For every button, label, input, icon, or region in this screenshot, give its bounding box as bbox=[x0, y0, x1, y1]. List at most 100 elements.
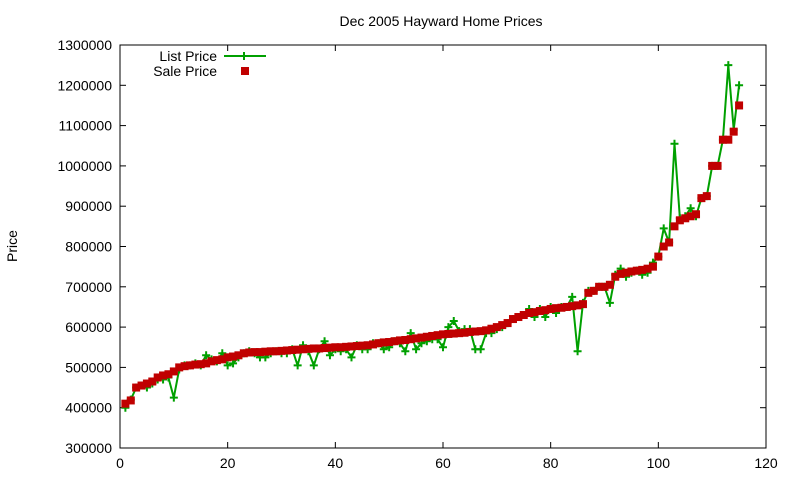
data-point bbox=[686, 204, 695, 213]
data-point bbox=[245, 348, 254, 357]
y-tick-label: 700000 bbox=[65, 279, 112, 295]
y-tick-label: 800000 bbox=[65, 239, 112, 255]
x-tick-label: 20 bbox=[220, 455, 236, 471]
data-point bbox=[487, 324, 496, 333]
plot-frame bbox=[119, 44, 767, 449]
data-point bbox=[153, 373, 162, 382]
x-tick-label: 40 bbox=[328, 455, 344, 471]
data-point bbox=[697, 194, 706, 203]
data-point bbox=[369, 340, 378, 349]
data-point bbox=[169, 393, 178, 402]
data-point bbox=[299, 345, 308, 354]
data-point bbox=[234, 351, 243, 360]
data-point bbox=[390, 337, 399, 346]
data-point bbox=[207, 357, 216, 366]
data-point bbox=[616, 269, 625, 278]
data-point bbox=[632, 266, 641, 275]
data-point bbox=[433, 331, 442, 340]
data-point bbox=[352, 342, 361, 351]
data-point bbox=[692, 210, 701, 219]
data-point bbox=[342, 342, 351, 351]
data-point bbox=[675, 216, 684, 225]
data-point bbox=[142, 379, 151, 388]
data-point bbox=[159, 371, 168, 380]
data-point bbox=[315, 344, 324, 353]
data-point bbox=[196, 360, 205, 369]
data-point bbox=[643, 264, 652, 273]
data-point bbox=[126, 396, 135, 405]
data-point bbox=[530, 308, 539, 317]
data-point bbox=[562, 302, 571, 311]
data-point bbox=[255, 348, 264, 357]
data-point bbox=[218, 355, 227, 364]
data-point bbox=[568, 302, 577, 311]
data-point bbox=[471, 327, 480, 336]
data-point bbox=[358, 341, 367, 350]
data-point bbox=[573, 301, 582, 310]
data-point bbox=[702, 192, 711, 201]
data-point bbox=[363, 341, 372, 350]
data-point bbox=[622, 268, 631, 277]
data-point bbox=[670, 222, 679, 231]
y-tick-label: 500000 bbox=[65, 359, 112, 375]
data-point bbox=[379, 345, 388, 354]
y-tick-label: 600000 bbox=[65, 319, 112, 335]
x-tick-label: 80 bbox=[543, 455, 559, 471]
y-tick-label: 1100000 bbox=[59, 118, 113, 134]
data-point bbox=[229, 359, 238, 368]
data-point bbox=[202, 359, 211, 368]
data-point bbox=[648, 262, 657, 271]
data-point bbox=[627, 267, 636, 276]
data-point bbox=[444, 323, 453, 332]
data-point bbox=[277, 346, 286, 355]
y-tick-label: 1300000 bbox=[57, 37, 112, 53]
data-point bbox=[735, 101, 744, 110]
x-tick-label: 120 bbox=[754, 455, 778, 471]
data-point bbox=[185, 361, 194, 370]
chart-title: Dec 2005 Hayward Home Prices bbox=[339, 13, 542, 29]
data-point bbox=[169, 367, 178, 376]
data-point bbox=[482, 326, 491, 335]
data-point bbox=[374, 339, 383, 348]
data-point bbox=[718, 135, 727, 144]
data-point bbox=[595, 282, 604, 291]
data-point bbox=[132, 383, 141, 392]
data-point bbox=[202, 351, 211, 360]
data-point bbox=[417, 333, 426, 342]
data-point bbox=[325, 351, 334, 360]
data-point bbox=[309, 344, 318, 353]
series-sale-price bbox=[121, 101, 744, 408]
data-point bbox=[541, 306, 550, 315]
data-point bbox=[412, 334, 421, 343]
data-point bbox=[325, 343, 334, 352]
data-point bbox=[288, 346, 297, 355]
data-point bbox=[395, 336, 404, 345]
data-point bbox=[611, 272, 620, 281]
data-point bbox=[508, 315, 517, 324]
data-point bbox=[460, 328, 469, 337]
data-point bbox=[164, 370, 173, 379]
data-point bbox=[212, 356, 221, 365]
data-point bbox=[476, 327, 485, 336]
data-point bbox=[449, 317, 458, 326]
data-point bbox=[444, 329, 453, 338]
data-point bbox=[320, 344, 329, 353]
series-layer bbox=[121, 61, 744, 412]
data-point bbox=[665, 238, 674, 247]
data-point bbox=[412, 345, 421, 354]
y-tick-label: 300000 bbox=[65, 440, 112, 456]
data-point bbox=[476, 345, 485, 354]
legend-marker-list-price bbox=[240, 52, 248, 60]
data-point bbox=[735, 81, 744, 90]
data-point bbox=[557, 303, 566, 312]
data-point bbox=[148, 377, 157, 386]
data-point bbox=[670, 139, 679, 148]
data-point bbox=[121, 399, 130, 408]
data-point bbox=[525, 308, 534, 317]
data-point bbox=[347, 353, 356, 362]
data-point bbox=[498, 321, 507, 330]
data-point bbox=[503, 319, 512, 328]
data-point bbox=[137, 381, 146, 390]
data-point bbox=[282, 346, 291, 355]
data-point bbox=[239, 349, 248, 358]
